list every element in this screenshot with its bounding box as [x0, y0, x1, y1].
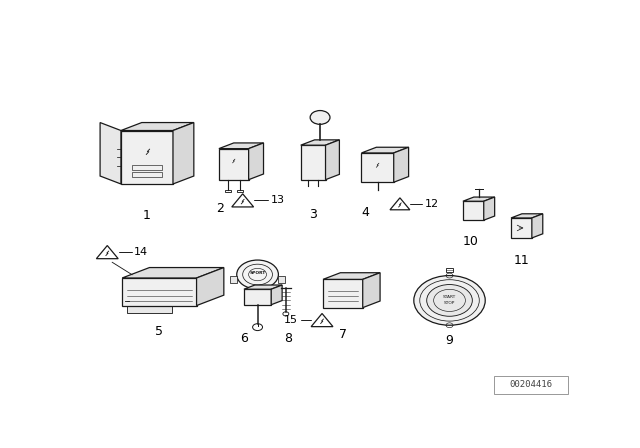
Bar — [494, 375, 568, 393]
Polygon shape — [362, 147, 408, 153]
Polygon shape — [484, 197, 495, 220]
Bar — [278, 276, 285, 283]
Circle shape — [237, 260, 278, 289]
Polygon shape — [271, 285, 282, 305]
Polygon shape — [121, 130, 173, 184]
Text: START: START — [443, 295, 456, 299]
Text: 5: 5 — [156, 325, 163, 338]
Circle shape — [427, 284, 472, 316]
Text: 7: 7 — [339, 328, 347, 341]
Text: 11: 11 — [513, 254, 529, 267]
Polygon shape — [301, 145, 326, 180]
Polygon shape — [196, 267, 224, 306]
Polygon shape — [122, 278, 196, 306]
Polygon shape — [511, 218, 532, 238]
Polygon shape — [463, 201, 484, 220]
Polygon shape — [122, 267, 224, 278]
Text: 8: 8 — [284, 332, 292, 345]
Polygon shape — [244, 285, 282, 289]
Bar — [132, 165, 162, 170]
Polygon shape — [394, 147, 408, 182]
Bar — [237, 190, 243, 192]
Bar — [230, 276, 237, 283]
Circle shape — [310, 111, 330, 125]
Polygon shape — [219, 143, 264, 149]
Polygon shape — [463, 197, 495, 201]
Text: 2: 2 — [216, 202, 224, 215]
Polygon shape — [301, 140, 339, 145]
Polygon shape — [327, 275, 371, 280]
Polygon shape — [326, 140, 339, 180]
Circle shape — [414, 276, 485, 325]
Text: 4: 4 — [361, 206, 369, 219]
Text: 9: 9 — [445, 334, 454, 347]
Polygon shape — [248, 143, 264, 180]
Polygon shape — [323, 273, 380, 280]
Polygon shape — [511, 214, 543, 218]
Polygon shape — [363, 273, 380, 308]
Text: STOP: STOP — [444, 301, 455, 305]
Bar — [127, 306, 172, 313]
Polygon shape — [362, 153, 394, 182]
Text: SPORT: SPORT — [250, 271, 266, 275]
Text: 3: 3 — [309, 208, 317, 221]
Text: 10: 10 — [463, 235, 479, 248]
Polygon shape — [100, 123, 121, 184]
Text: 12: 12 — [425, 199, 439, 209]
Polygon shape — [121, 123, 194, 130]
Text: 15: 15 — [284, 315, 298, 325]
Text: 6: 6 — [240, 332, 248, 345]
Bar — [132, 172, 162, 177]
Polygon shape — [173, 123, 194, 184]
Bar — [225, 190, 231, 192]
Bar — [445, 268, 454, 272]
Polygon shape — [532, 214, 543, 238]
Polygon shape — [219, 149, 248, 180]
Polygon shape — [323, 280, 363, 308]
Polygon shape — [244, 289, 271, 305]
Text: 00204416: 00204416 — [510, 380, 553, 389]
Text: 13: 13 — [271, 195, 285, 205]
Text: 14: 14 — [134, 247, 148, 257]
Text: 1: 1 — [143, 209, 151, 222]
